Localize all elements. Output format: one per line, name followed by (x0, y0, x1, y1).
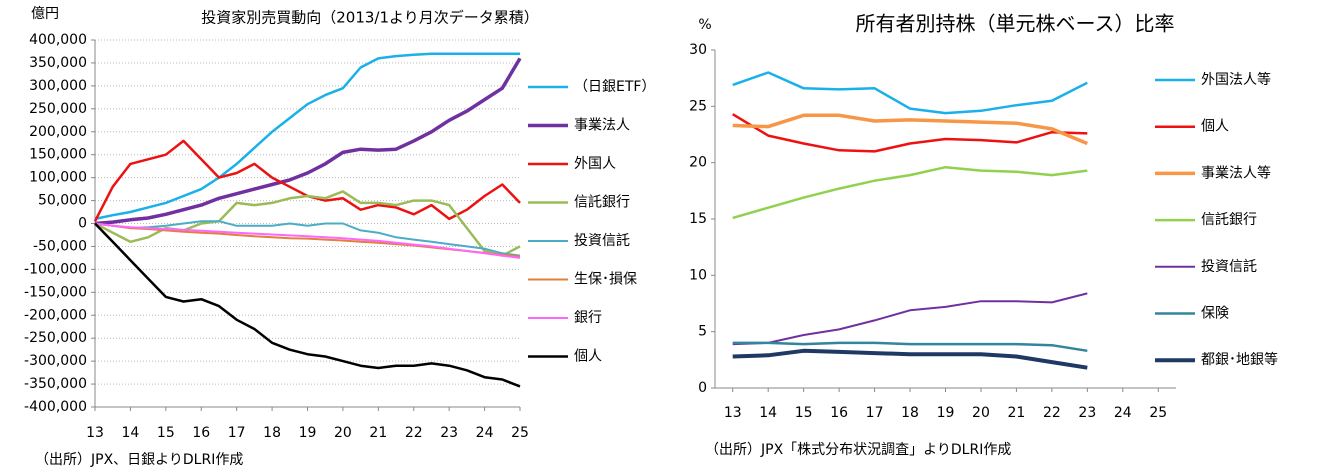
x-tick-label: 19 (299, 425, 317, 441)
x-tick-label: 20 (334, 425, 352, 441)
x-tick-label: 21 (1008, 405, 1026, 421)
y-tick-label: -100,000 (24, 261, 87, 277)
y-tick-label: 0 (78, 216, 87, 232)
legend-label: 投資信託 (574, 233, 630, 249)
y-tick-label: 200,000 (29, 124, 87, 140)
y-tick-label: 100,000 (29, 170, 87, 186)
legend-label: 個人 (1201, 119, 1229, 135)
y-tick-label: -300,000 (24, 353, 87, 369)
x-tick-label: 16 (830, 405, 848, 421)
y-tick-label: 400,000 (29, 32, 87, 48)
x-tick-label: 15 (157, 425, 175, 441)
x-tick-label: 20 (972, 405, 990, 421)
y-tick-label: 15 (689, 211, 707, 227)
x-tick-label: 23 (1078, 405, 1096, 421)
y-tick-label: 5 (698, 324, 707, 340)
y-tick-label: -150,000 (24, 284, 87, 300)
x-tick-label: 13 (86, 425, 104, 441)
x-tick-label: 16 (192, 425, 210, 441)
series-line (732, 341, 1088, 353)
series-line (94, 57, 522, 226)
y-tick-label: 150,000 (29, 147, 87, 163)
legend-label: 事業法人等 (1201, 164, 1271, 181)
y-tick-label: -200,000 (24, 307, 87, 323)
legend-label: 信託銀行 (574, 195, 630, 211)
y-tick-label: 350,000 (29, 55, 87, 71)
legend-label: 外国人 (574, 156, 616, 172)
x-tick-label: 22 (1043, 405, 1061, 421)
source-note: （出所）JPX、日銀よりDLRI作成 (35, 452, 243, 468)
y-tick-label: -50,000 (33, 238, 87, 254)
legend-label: 信託銀行 (1201, 212, 1257, 228)
x-tick-label: 18 (263, 425, 281, 441)
series-line (94, 222, 521, 259)
legend-label: 銀行 (574, 310, 602, 326)
x-tick-label: 15 (795, 405, 813, 421)
legend-label: 生保･損保 (574, 272, 637, 288)
y-axis-label: 億円 (31, 6, 59, 22)
series-line (732, 113, 1088, 146)
legend-label: 都銀･地銀等 (1201, 351, 1278, 368)
y-tick-label: 50,000 (38, 193, 87, 209)
x-tick-label: 25 (1149, 405, 1167, 421)
x-tick-label: 24 (476, 425, 494, 441)
x-tick-label: 17 (228, 425, 246, 441)
y-tick-label: 250,000 (29, 101, 87, 117)
series-line (94, 222, 521, 388)
legend-label: 個人 (574, 349, 602, 365)
x-tick-label: 22 (405, 425, 423, 441)
y-tick-label: 0 (698, 380, 707, 396)
x-tick-label: 17 (866, 405, 884, 421)
x-tick-label: 25 (511, 425, 529, 441)
chart-title: 所有者別持株（単元株ベース）比率 (856, 12, 1175, 36)
x-tick-label: 13 (724, 405, 742, 421)
x-tick-label: 14 (759, 405, 777, 421)
source-note: （出所）JPX「株式分布状況調査」よりDLRI作成 (705, 442, 1011, 458)
series-line (93, 139, 521, 222)
y-tick-label: 20 (689, 155, 707, 171)
y-tick-label: 30 (689, 42, 707, 58)
legend-label: 事業法人 (574, 118, 630, 134)
y-tick-label: 25 (689, 98, 707, 114)
legend-label: （日銀ETF） (574, 79, 655, 95)
series-line (732, 348, 1088, 370)
y-tick-label: 10 (689, 267, 707, 283)
x-tick-label: 19 (937, 405, 955, 421)
series-line (732, 165, 1088, 220)
chart-title: 投資家別売買動向（2013/1より月次データ累積） (201, 9, 538, 27)
y-tick-label: -400,000 (24, 399, 87, 415)
x-tick-label: 14 (122, 425, 140, 441)
y-tick-label: 300,000 (29, 78, 87, 94)
legend-label: 保険 (1201, 306, 1229, 322)
x-tick-label: 18 (901, 405, 919, 421)
y-tick-label: -350,000 (24, 376, 87, 392)
x-tick-label: 24 (1114, 405, 1132, 421)
series-line (732, 71, 1088, 115)
series-line (94, 52, 520, 221)
series-line (732, 292, 1088, 346)
y-tick-label: -250,000 (24, 330, 87, 346)
x-tick-label: 21 (369, 425, 387, 441)
y-axis-label: % (698, 17, 711, 33)
series-line (732, 113, 1088, 153)
legend-label: 外国法人等 (1201, 71, 1271, 88)
series-line (94, 220, 521, 257)
x-tick-label: 23 (440, 425, 458, 441)
legend-label: 投資信託 (1201, 259, 1257, 275)
